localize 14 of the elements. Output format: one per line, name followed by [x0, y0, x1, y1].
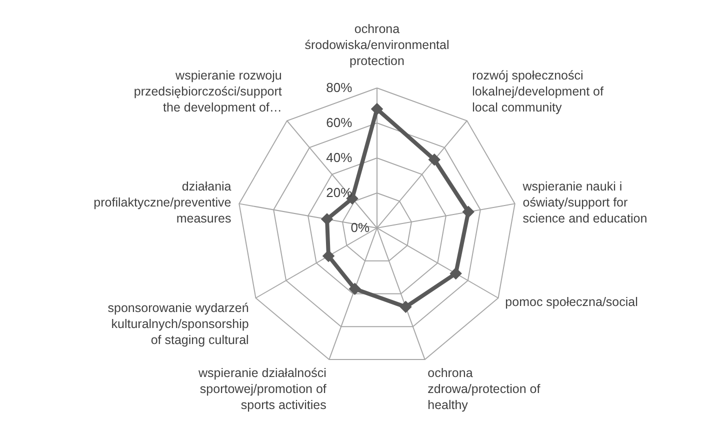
spoke-label: wspieranie nauki i oświaty/support for science and education	[522, 179, 648, 226]
y-tick-label: 20%	[326, 185, 353, 200]
spoke-label: ochrona środowiska/environmental protection	[304, 22, 450, 68]
spoke-label: sponsorowanie wydarzeń kulturalnych/sponsorship of staging cultural	[108, 301, 249, 347]
spoke-label: ochrona zdrowa/protection of healthy	[428, 366, 541, 412]
spoke-label: działania profilaktyczne/preventive measures	[94, 179, 232, 226]
spoke-label: rozwój społeczności lokalnej/development of local community	[472, 68, 604, 115]
spoke-label: wspieranie działalności sportowej/promotion of sports activities	[198, 366, 327, 412]
y-tick-label: 80%	[326, 80, 353, 95]
spoke-label: wspieranie rozwoju przedsiębiorczości/support the development of…	[134, 68, 282, 115]
y-tick-label: 0%	[350, 220, 370, 235]
y-tick-label: 60%	[326, 115, 353, 130]
y-tick-label: 40%	[326, 150, 353, 165]
spoke-label: pomoc społeczna/social	[505, 295, 638, 309]
